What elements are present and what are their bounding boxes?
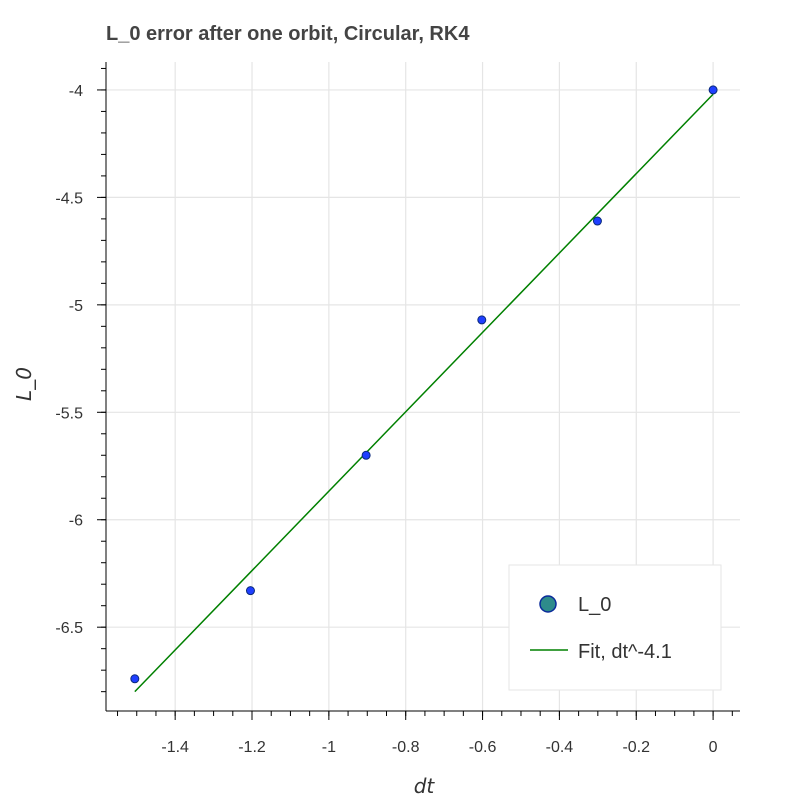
axes: -1.4 -1.2 -1 -0.8 -0.6 -0.4 -0.2 0 -4 -4.5 -5 -5.5 -… — [55, 62, 740, 756]
data-point — [592, 216, 602, 226]
data-point — [708, 85, 718, 95]
data-point — [361, 450, 371, 460]
x-tick-label: -0.6 — [469, 739, 497, 756]
data-point — [245, 586, 255, 596]
data-point — [130, 674, 140, 684]
legend-marker-l0 — [539, 595, 557, 613]
data-point — [477, 315, 487, 325]
x-tick-label: 0 — [709, 739, 718, 756]
x-tick-label: -0.4 — [546, 739, 574, 756]
y-tick-label: -5.5 — [55, 405, 83, 422]
fit-line — [134, 93, 714, 693]
y-tick-label: -5 — [69, 298, 83, 315]
legend-box — [508, 564, 722, 691]
y-axis-title: L_0 — [12, 367, 36, 401]
x-tick-label: -0.2 — [622, 739, 650, 756]
x-tick-label: -0.8 — [392, 739, 420, 756]
legend: L_0 Fit, dt^-4.1 — [508, 564, 722, 691]
x-tick-label: -1.4 — [161, 739, 189, 756]
x-tick-label: -1 — [322, 739, 336, 756]
y-tick-label: -4 — [69, 83, 83, 100]
x-axis-title: dt — [414, 774, 436, 798]
legend-label-l0: L_0 — [578, 594, 611, 616]
plot-area — [130, 85, 718, 693]
y-tick-label: -6 — [69, 513, 83, 530]
y-tick-label: -6.5 — [55, 620, 83, 637]
y-tick-label: -4.5 — [55, 190, 83, 207]
x-tick-label: -1.2 — [238, 739, 266, 756]
chart-title: L_0 error after one orbit, Circular, RK4 — [106, 23, 470, 45]
legend-label-fit: Fit, dt^-4.1 — [578, 641, 672, 663]
